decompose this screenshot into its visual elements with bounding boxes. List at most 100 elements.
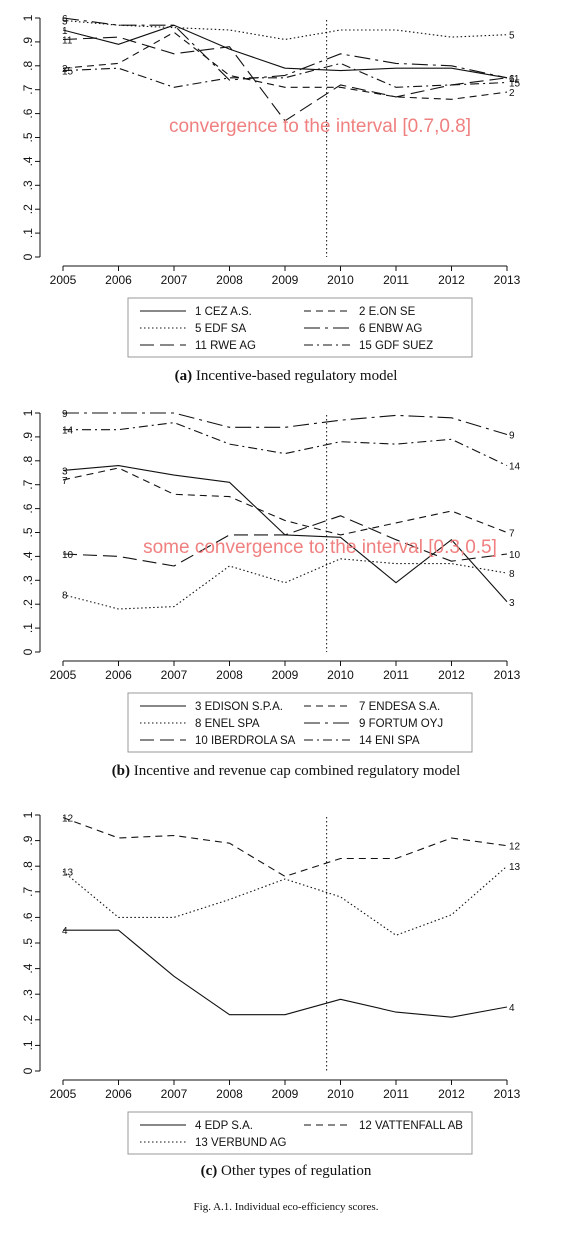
series-end-label-15: 15	[509, 79, 521, 90]
x-tick-label: 2008	[216, 1087, 243, 1101]
y-tick-label: .5	[21, 938, 35, 948]
legend-box	[127, 1111, 473, 1155]
panel-caption: (a) Incentive-based regulatory model	[175, 368, 398, 384]
series-line-8	[62, 558, 508, 610]
legend-label-6: 6 ENBW AG	[359, 323, 422, 335]
series-start-label-14: 14	[62, 426, 74, 437]
series-line-9	[63, 412, 508, 436]
x-tick-label: 2005	[50, 273, 77, 287]
y-tick-label: .7	[21, 479, 35, 489]
series-start-label-10: 10	[62, 550, 74, 561]
x-tick-label: 2006	[105, 273, 132, 287]
x-tick-label: 2005	[50, 1087, 77, 1101]
x-tick-label: 2008	[216, 273, 243, 287]
y-tick-label: .3	[21, 180, 35, 190]
x-tick-label: 2006	[105, 668, 132, 682]
series-start-label-9: 9	[62, 409, 68, 420]
panel-caption-label: (b)	[112, 763, 134, 779]
x-tick-label: 2007	[161, 1087, 188, 1101]
series-line-1	[62, 24, 508, 79]
series-start-label-8: 8	[62, 591, 68, 602]
series-start-label-11: 11	[62, 36, 73, 47]
x-tick-label: 2011	[383, 1087, 409, 1101]
y-tick-label: .9	[21, 835, 35, 845]
y-tick-label: .4	[21, 551, 35, 561]
legend-box	[127, 692, 473, 753]
panel-caption-label: (c)	[201, 1163, 221, 1179]
series-end-label-7: 7	[509, 529, 515, 540]
y-tick-label: .4	[21, 963, 35, 973]
series-start-label-6: 6	[62, 14, 68, 25]
legend-label-1: 1 CEZ A.S.	[195, 306, 252, 318]
x-tick-label: 2012	[438, 1087, 465, 1101]
annotation-text: some convergence to the interval [0.3,0.…	[143, 537, 497, 558]
series-end-label-11: 11	[509, 74, 520, 85]
legend-label-3: 3 EDISON S.P.A.	[195, 701, 283, 713]
chart-panel-1: 0 .1 .2 .3 .4 .5 .6 .7 .8 .9 1 2005 2006 2007 2008 2009…	[21, 14, 521, 384]
y-tick-label: 1	[21, 409, 35, 416]
legend-label-8: 8 ENEL SPA	[195, 718, 260, 730]
y-tick-label: .1	[21, 1040, 35, 1050]
legend-label-10: 10 IBERDROLA SA	[195, 735, 296, 747]
chart-panel-2: 0 .1 .2 .3 .4 .5 .6 .7 .8 .9 1 2005 2006 2007 2008 2009…	[21, 409, 521, 779]
y-tick-label: .2	[21, 1014, 35, 1024]
annotation-text: convergence to the interval [0.7,0.8]	[169, 116, 471, 137]
y-tick-label: .6	[21, 108, 35, 118]
y-tick-label: 1	[21, 14, 35, 21]
y-tick-label: .5	[21, 132, 35, 142]
legend-label-9: 9 FORTUM OYJ	[359, 718, 443, 730]
panel-caption-text: Other types of regulation	[221, 1163, 372, 1179]
x-tick-label: 2010	[327, 1087, 354, 1101]
x-tick-label: 2009	[272, 1087, 299, 1101]
series-line-10	[62, 515, 508, 567]
x-tick-label: 2011	[383, 668, 409, 682]
x-tick-label: 2007	[161, 273, 188, 287]
x-tick-label: 2011	[383, 273, 409, 287]
y-tick-label: .1	[21, 228, 35, 238]
x-tick-label: 2013	[494, 1087, 521, 1101]
y-tick-label: 0	[21, 1067, 35, 1074]
y-tick-label: .8	[21, 861, 35, 871]
panel-caption-label: (a)	[175, 368, 196, 384]
y-tick-label: .7	[21, 84, 35, 94]
series-line-14	[63, 422, 508, 467]
x-tick-label: 2005	[50, 668, 77, 682]
legend-label-7: 7 ENDESA S.A.	[359, 701, 440, 713]
series-end-label-5: 5	[509, 31, 515, 42]
legend-label-11: 11 RWE AG	[195, 340, 256, 352]
chart-panel-3: 0 .1 .2 .3 .4 .5 .6 .7 .8 .9 1 2005 2006 2007 2008 2009…	[21, 811, 521, 1179]
x-tick-label: 2013	[494, 273, 521, 287]
series-end-label-2: 2	[509, 88, 515, 99]
y-tick-label: .7	[21, 886, 35, 896]
y-tick-label: .3	[21, 989, 35, 999]
series-line-11	[62, 36, 508, 122]
series-line-15	[62, 62, 508, 88]
x-tick-label: 2009	[272, 668, 299, 682]
y-tick-label: .9	[21, 37, 35, 47]
panel-caption: (c) Other types of regulation	[201, 1163, 372, 1179]
y-tick-label: 0	[21, 648, 35, 655]
series-end-label-14: 14	[509, 462, 521, 473]
legend-label-4: 4 EDP S.A.	[195, 1120, 253, 1132]
series-end-label-8: 8	[509, 569, 515, 580]
y-tick-label: 0	[21, 253, 35, 260]
x-tick-label: 2009	[272, 273, 299, 287]
series-line-4	[63, 929, 508, 1018]
series-start-label-7: 7	[62, 476, 68, 487]
series-start-label-3: 3	[62, 466, 68, 477]
y-tick-label: 1	[21, 811, 35, 818]
legend-label-2: 2 E.ON SE	[359, 306, 416, 318]
x-tick-label: 2007	[161, 668, 188, 682]
series-line-13	[62, 865, 508, 936]
legend-label-12: 12 VATTENFALL AB	[359, 1120, 463, 1132]
y-tick-label: .4	[21, 156, 35, 166]
series-start-label-1: 1	[62, 26, 68, 37]
y-tick-label: .1	[21, 623, 35, 633]
x-tick-label: 2010	[327, 273, 354, 287]
series-line-3	[62, 465, 508, 603]
y-tick-label: .9	[21, 432, 35, 442]
y-tick-label: .2	[21, 599, 35, 609]
x-tick-label: 2006	[105, 1087, 132, 1101]
panel-caption-text: Incentive and revenue cap combined regul…	[134, 763, 461, 779]
series-start-label-12: 12	[62, 814, 74, 825]
